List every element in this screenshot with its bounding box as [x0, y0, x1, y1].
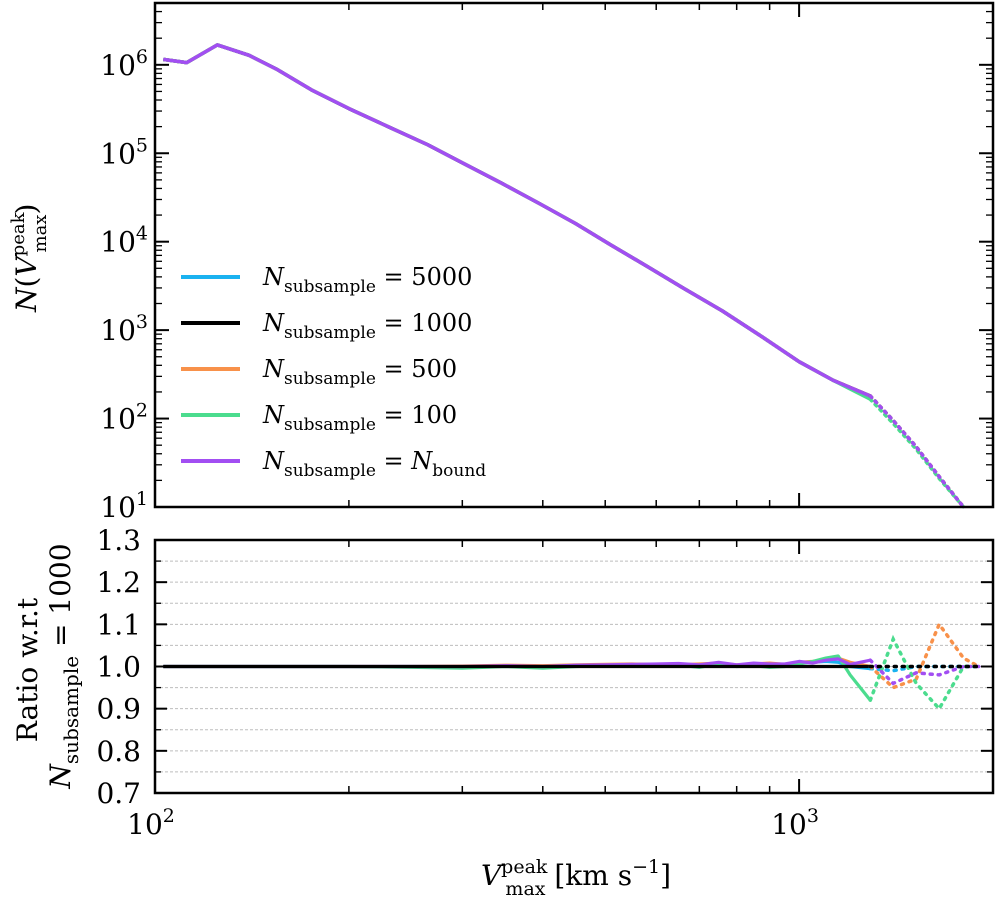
bottom-y-tick-label-1: 0.8: [96, 735, 141, 768]
top-series-tail-100: [868, 397, 966, 509]
bottom-y-tick-label-0: 0.7: [96, 777, 141, 810]
top-y-tick-label-5: 106: [100, 46, 148, 82]
legend-label-3: Nsubsample = 100: [262, 401, 457, 435]
bottom-y-axis-label-line2: Nsubsample = 1000: [44, 543, 83, 789]
top-y-axis-label: N(Vpeakmax): [8, 204, 51, 313]
top-series-line-100: [163, 43, 872, 401]
legend-label-4: Nsubsample = Nbound: [262, 447, 486, 481]
top-y-tick-label-4: 105: [100, 134, 148, 170]
bottom-series-tail-500: [868, 620, 981, 690]
bottom-y-axis-label-line1: Ratio w.r.t: [11, 597, 44, 742]
top-y-tick-label-3: 104: [100, 223, 148, 259]
bottom-y-tick-label-2: 0.9: [96, 693, 141, 726]
top-series-line-500: [163, 43, 871, 398]
bottom-series-tail-N_bound: [868, 658, 981, 686]
top-y-tick-label-0: 101: [100, 488, 148, 524]
legend-label-2: Nsubsample = 500: [262, 355, 457, 389]
x-axis-label: Vpeak max [km s−1]: [481, 856, 671, 900]
top-axes-frame: [153, 1, 995, 509]
legend-label-0: Nsubsample = 5000: [262, 263, 472, 297]
top-series-line-1000: [163, 43, 871, 398]
x-tick-label-1: 103: [771, 805, 819, 841]
legend: Nsubsample = 5000 Nsubsample = 1000 Nsubsa…: [181, 263, 486, 481]
legend-label-1: Nsubsample = 1000: [262, 309, 472, 343]
bottom-y-tick-label-3: 1.0: [96, 651, 141, 684]
bottom-y-tick-label-5: 1.2: [96, 566, 141, 599]
bottom-y-tick-label-4: 1.1: [96, 608, 141, 641]
x-tick-label-0: 102: [127, 805, 175, 841]
top-series-tail-N_bound: [868, 394, 966, 509]
top-y-tick-label-1: 102: [100, 400, 148, 436]
top-series-line-N_bound: [163, 43, 871, 398]
bottom-y-tick-label-6: 1.3: [96, 524, 141, 557]
top-series-line-5000: [163, 43, 871, 398]
top-y-tick-label-2: 103: [100, 311, 148, 347]
